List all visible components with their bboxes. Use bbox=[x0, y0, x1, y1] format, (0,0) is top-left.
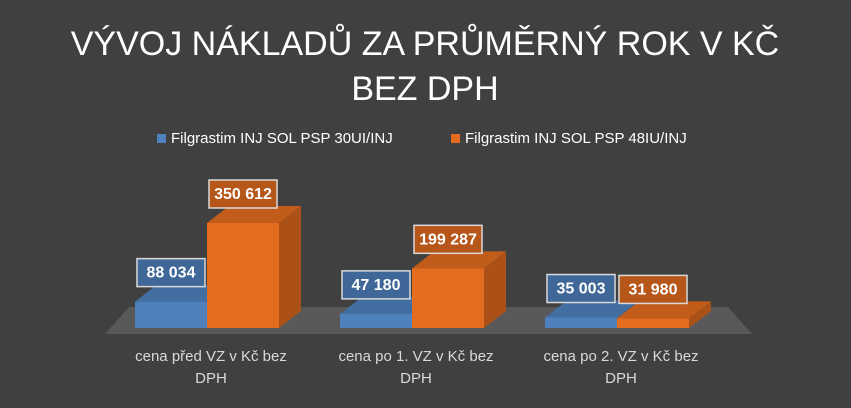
bar-top bbox=[135, 284, 229, 302]
category-axis: cena před VZ v Kč bez DPH cena po 1. VZ v … bbox=[135, 348, 698, 387]
chart-title-line-1: VÝVOJ NÁKLADŮ ZA PRŮMĚRNÝ ROK V KČ bbox=[71, 24, 780, 63]
data-label-text: 199 287 bbox=[419, 231, 477, 248]
data-label-text: 35 003 bbox=[557, 281, 606, 298]
data-label-2-2: 199 287 bbox=[413, 224, 483, 255]
bar-2-1 bbox=[207, 206, 301, 328]
legend: Filgrastim INJ SOL PSP 30UI/INJ Filgrast… bbox=[157, 130, 687, 147]
bar-side bbox=[484, 251, 506, 328]
category-label-3-line-2: DPH bbox=[605, 370, 637, 387]
category-label-2-line-2: DPH bbox=[400, 370, 432, 387]
data-label-text: 350 612 bbox=[214, 186, 272, 203]
category-label-2-line-1: cena po 1. VZ v Kč bez bbox=[338, 348, 493, 365]
data-label-box bbox=[413, 224, 483, 255]
bar-front bbox=[135, 301, 207, 328]
data-label-box bbox=[341, 270, 411, 300]
legend-swatch-series-2 bbox=[451, 134, 460, 143]
data-label-text: 88 034 bbox=[147, 265, 196, 282]
category-label-3-line-1: cena po 2. VZ v Kč bez bbox=[543, 348, 698, 365]
data-label-text: 47 180 bbox=[352, 277, 401, 294]
data-label-2-1: 350 612 bbox=[208, 179, 278, 209]
bar-front bbox=[617, 318, 689, 328]
bar-side bbox=[689, 301, 711, 328]
bars bbox=[135, 206, 711, 328]
data-label-2-3: 31 980 bbox=[618, 274, 688, 305]
data-label-box bbox=[618, 274, 688, 305]
data-label-box bbox=[136, 257, 206, 288]
bar-top bbox=[617, 301, 711, 319]
data-labels: 88 034 350 612 47 180 199 287 35 003 31 980 bbox=[136, 179, 688, 305]
legend-swatch-series-1 bbox=[157, 134, 166, 143]
category-label-1-line-2: DPH bbox=[195, 370, 227, 387]
chart-title-line-2: BEZ DPH bbox=[351, 70, 498, 108]
bar-front bbox=[340, 313, 412, 328]
bar-2-3 bbox=[617, 301, 711, 328]
bar-top bbox=[340, 296, 434, 314]
bar-top bbox=[545, 300, 639, 318]
data-label-box bbox=[208, 179, 278, 209]
bar-side bbox=[279, 206, 301, 328]
bar-top bbox=[412, 251, 506, 269]
data-label-1-2: 47 180 bbox=[341, 270, 411, 300]
legend-label-series-1: Filgrastim INJ SOL PSP 30UI/INJ bbox=[171, 130, 393, 147]
bar-front bbox=[412, 268, 484, 328]
bar-top bbox=[207, 206, 301, 223]
bar-front bbox=[545, 317, 617, 328]
data-label-1-1: 88 034 bbox=[136, 257, 206, 288]
bar-front bbox=[207, 223, 279, 328]
data-label-1-3: 35 003 bbox=[546, 273, 616, 304]
legend-label-series-2: Filgrastim INJ SOL PSP 48IU/INJ bbox=[465, 130, 687, 147]
data-label-text: 31 980 bbox=[629, 281, 678, 298]
category-label-1-line-1: cena před VZ v Kč bez bbox=[135, 348, 287, 365]
bar-2-2 bbox=[412, 251, 506, 328]
data-label-box bbox=[546, 273, 616, 304]
